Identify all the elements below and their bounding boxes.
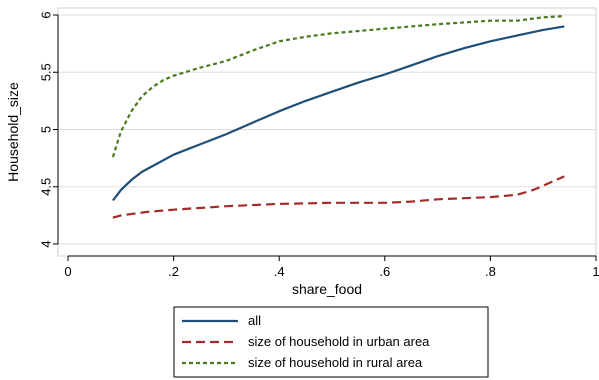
x-tick-label-0: 0 — [64, 264, 71, 279]
legend-label-1: size of household in urban area — [248, 334, 430, 349]
x-tick-label-3: .6 — [379, 264, 390, 279]
plot-area — [57, 7, 597, 257]
y-axis-title: Household_size — [5, 82, 21, 182]
series-group — [111, 15, 565, 219]
legend-label-2: size of household in rural area — [248, 355, 423, 370]
plot-frame — [57, 7, 597, 257]
series-line-0 — [112, 25, 565, 202]
legend: all size of household in urban area size o… — [173, 306, 489, 378]
y-tick-label-3: 5.5 — [38, 63, 53, 81]
series-line-2 — [111, 15, 565, 158]
y-tick-label-2: 5 — [38, 126, 53, 133]
y-tick-label-4: 6 — [38, 11, 53, 18]
legend-label-0: all — [248, 313, 261, 328]
axes-group: 4 4.5 5 5.5 6 0 .2 .4 .6 .8 1 share_food Household_s… — [5, 11, 599, 297]
x-tick-label-4: .8 — [485, 264, 496, 279]
y-tick-label-1: 4.5 — [38, 178, 53, 196]
x-tick-label-1: .2 — [168, 264, 179, 279]
series-line-1 — [112, 175, 565, 219]
x-tick-label-5: 1 — [592, 264, 599, 279]
y-tick-label-0: 4 — [38, 240, 53, 247]
x-axis-title: share_food — [292, 281, 362, 297]
x-tick-label-2: .4 — [274, 264, 285, 279]
